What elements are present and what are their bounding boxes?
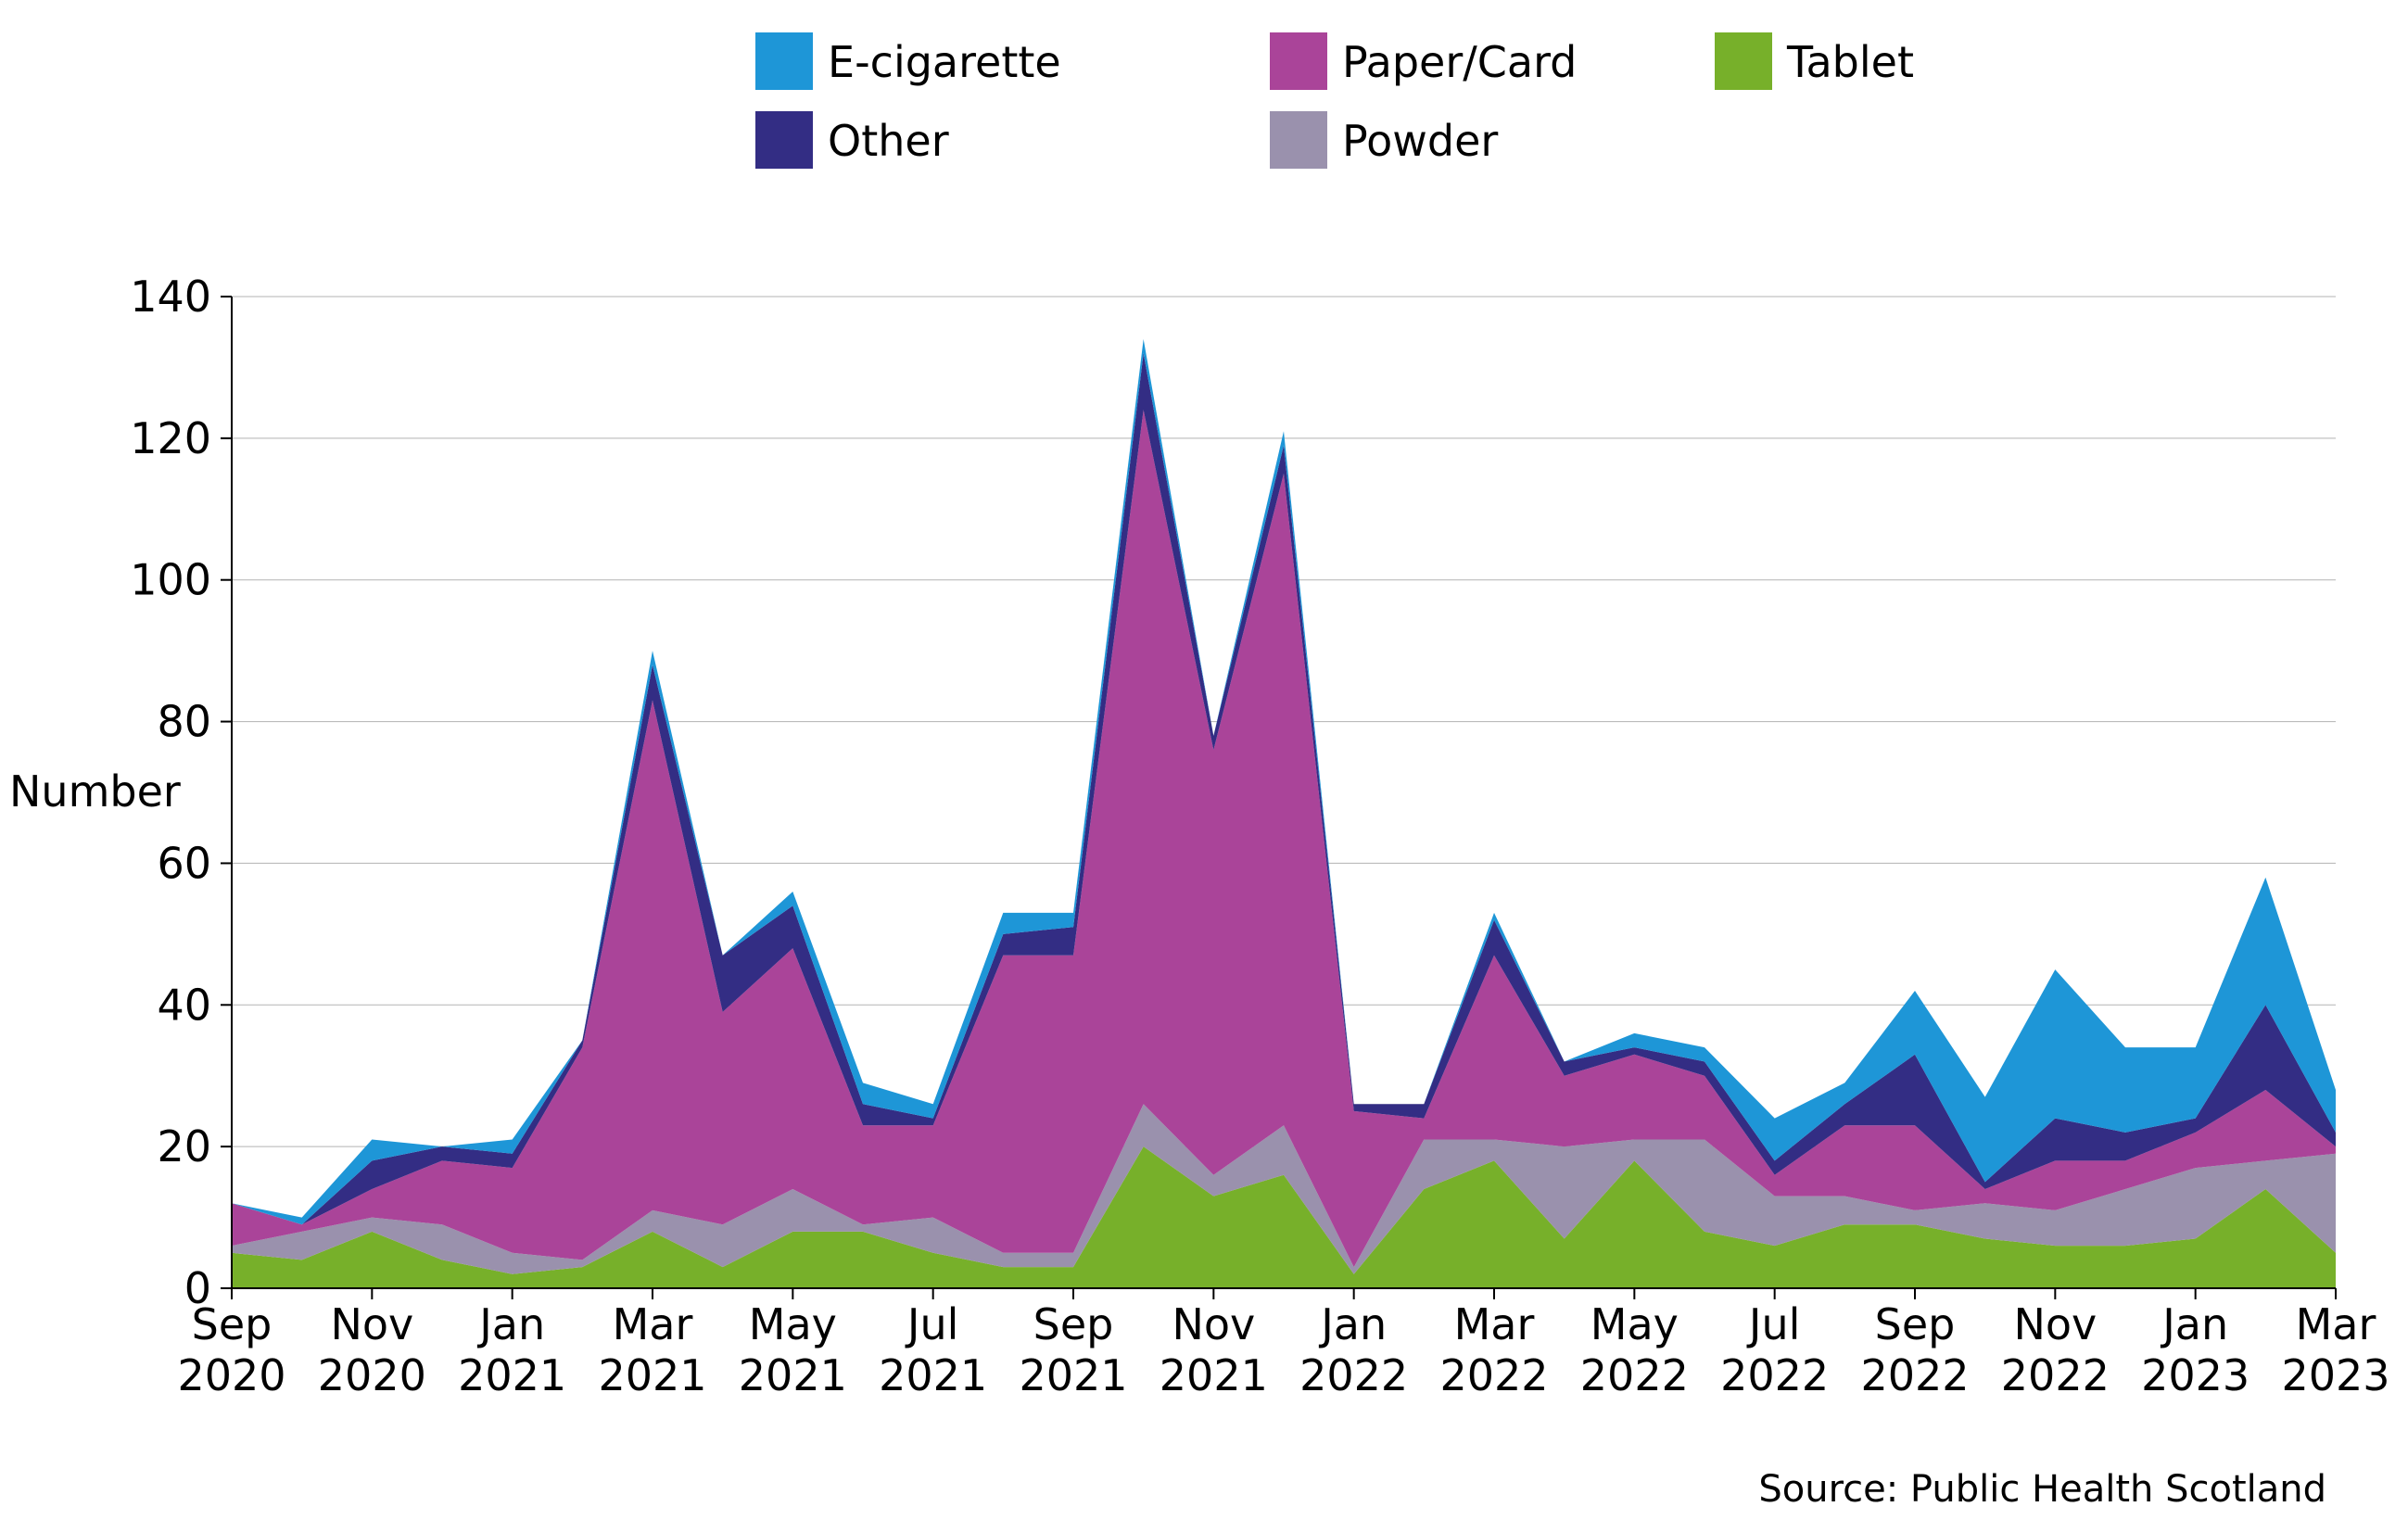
x-tick-label-year: 2021: [739, 1350, 847, 1400]
legend-label-paper: Paper/Card: [1342, 37, 1577, 87]
x-tick-label-month: Jan: [476, 1299, 545, 1349]
x-tick-label-month: Mar: [1454, 1299, 1535, 1349]
y-tick-label: 20: [157, 1121, 211, 1171]
source-caption: Source: Public Health Scotland: [1758, 1468, 2326, 1511]
x-tick-label-year: 2022: [1860, 1350, 1969, 1400]
x-tick-label-year: 2022: [2001, 1350, 2110, 1400]
y-axis-title: Number: [9, 766, 181, 817]
y-tick-label: 60: [157, 838, 211, 888]
x-tick-label-year: 2020: [318, 1350, 426, 1400]
x-tick-label-month: Mar: [2296, 1299, 2376, 1349]
y-tick-label: 120: [130, 413, 211, 463]
legend-swatch-ecig: [755, 32, 813, 90]
legend-label-tablet: Tablet: [1786, 37, 1914, 87]
legend-swatch-other: [755, 111, 813, 169]
x-tick-label-year: 2021: [458, 1350, 566, 1400]
x-tick-label-year: 2021: [1160, 1350, 1268, 1400]
legend-label-powder: Powder: [1342, 116, 1498, 166]
x-tick-label-month: Sep: [192, 1299, 272, 1349]
x-tick-label-month: Sep: [1033, 1299, 1114, 1349]
y-tick-label: 140: [130, 272, 211, 322]
x-tick-label-month: Jan: [2160, 1299, 2228, 1349]
x-tick-label-year: 2021: [598, 1350, 706, 1400]
stacked-area-chart: 020406080100120140Sep2020Nov2020Jan2021M…: [0, 0, 2408, 1532]
legend-swatch-tablet: [1715, 32, 1772, 90]
x-tick-label-year: 2022: [1299, 1350, 1408, 1400]
x-tick-label-year: 2021: [879, 1350, 987, 1400]
y-tick-label: 40: [157, 980, 211, 1030]
x-tick-label-year: 2023: [2281, 1350, 2389, 1400]
x-tick-label-year: 2021: [1019, 1350, 1127, 1400]
x-tick-label-year: 2022: [1720, 1350, 1829, 1400]
legend-swatch-paper: [1270, 32, 1327, 90]
x-tick-label-month: Jul: [1746, 1299, 1801, 1349]
x-tick-label-month: May: [1591, 1299, 1679, 1349]
x-tick-label-month: Sep: [1875, 1299, 1956, 1349]
y-tick-label: 80: [157, 697, 211, 747]
x-tick-label-year: 2023: [2141, 1350, 2250, 1400]
x-tick-label-year: 2020: [177, 1350, 285, 1400]
legend-label-other: Other: [828, 116, 949, 166]
x-tick-label-month: Nov: [2013, 1299, 2097, 1349]
x-tick-label-month: Nov: [1172, 1299, 1255, 1349]
x-tick-label-month: May: [749, 1299, 837, 1349]
legend-swatch-powder: [1270, 111, 1327, 169]
x-tick-label-month: Mar: [613, 1299, 693, 1349]
x-tick-label-month: Nov: [330, 1299, 413, 1349]
y-tick-label: 100: [130, 555, 211, 605]
legend-label-ecig: E-cigarette: [828, 37, 1061, 87]
x-tick-label-month: Jan: [1318, 1299, 1387, 1349]
x-tick-label-month: Jul: [905, 1299, 959, 1349]
x-tick-label-year: 2022: [1439, 1350, 1548, 1400]
x-tick-label-year: 2022: [1580, 1350, 1689, 1400]
